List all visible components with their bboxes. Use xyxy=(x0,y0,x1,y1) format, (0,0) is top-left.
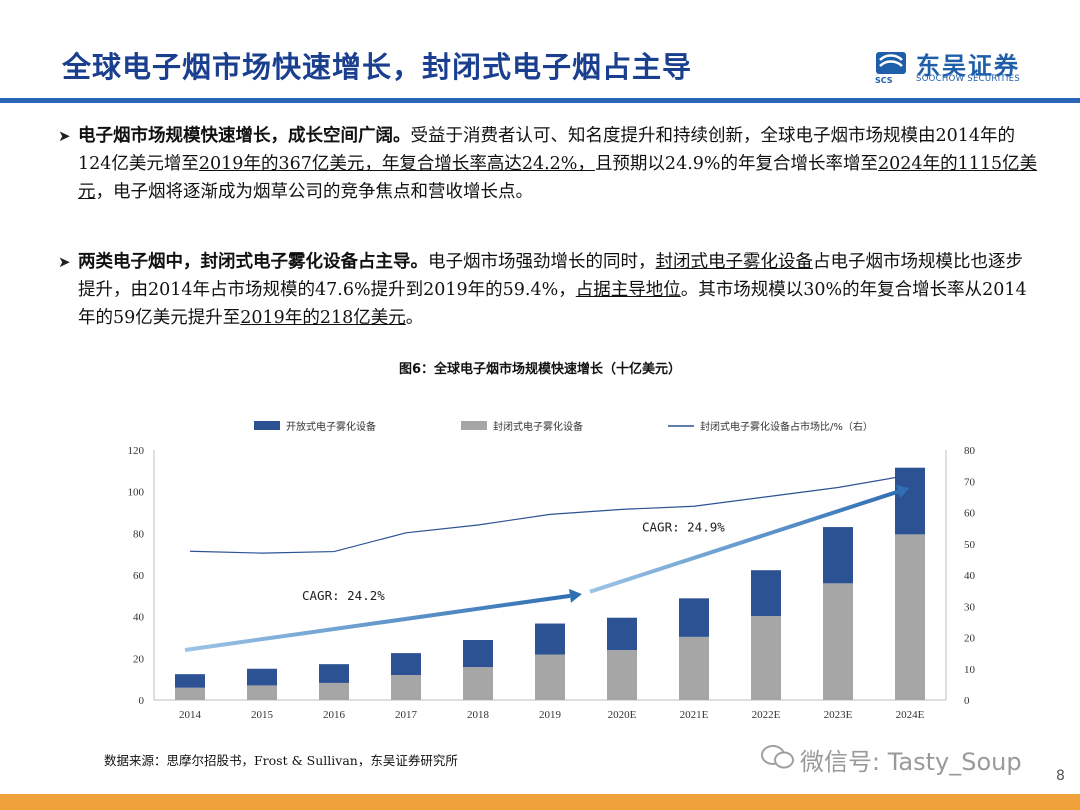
bar-closed xyxy=(535,654,565,700)
x-tick-label: 2023E xyxy=(824,709,853,721)
legend-swatch xyxy=(254,421,280,430)
x-tick-label: 2017 xyxy=(395,709,418,721)
x-tick-label: 2022E xyxy=(752,709,781,721)
bar-closed xyxy=(319,682,349,700)
legend-swatch xyxy=(461,421,487,430)
para1-text-2: 且预期以24.9%的年复合增长率增至 xyxy=(594,154,879,174)
x-tick-label: 2021E xyxy=(680,709,709,721)
cagr-arrow xyxy=(589,489,899,594)
y-right-tick-label: 70 xyxy=(964,476,976,488)
bar-closed xyxy=(751,616,781,700)
para2-text-3: 。其市场规模以30%的年复合增长率从2014年的59亿美元提升至 xyxy=(78,280,1027,328)
x-tick-label: 2016 xyxy=(323,709,346,721)
y-right-tick-label: 0 xyxy=(964,695,970,707)
bar-open xyxy=(895,467,925,535)
bar-closed xyxy=(175,687,205,700)
x-tick-label: 2020E xyxy=(608,709,637,721)
para1-text-3: ，电子烟将逐渐成为烟草公司的竞争焦点和营收增长点。 xyxy=(95,182,534,202)
legend-label: 开放式电子雾化设备 xyxy=(286,420,376,433)
bar-closed xyxy=(895,534,925,700)
y-left-tick-label: 80 xyxy=(133,528,145,540)
y-right-tick-label: 30 xyxy=(964,601,976,613)
y-left-tick-label: 120 xyxy=(128,445,145,457)
y-left-tick-label: 60 xyxy=(133,570,145,582)
bar-open xyxy=(463,640,493,668)
bullet-arrow-icon: ➤ xyxy=(58,127,71,145)
y-right-tick-label: 60 xyxy=(964,508,976,520)
para1-text-1: 受益于消费者认可、知名度提升和持续创新，全球电子烟市场规模由2014年的124亿… xyxy=(78,126,1016,174)
y-right-tick-label: 50 xyxy=(964,539,976,551)
bar-closed xyxy=(247,685,277,700)
x-tick-label: 2015 xyxy=(251,709,274,721)
x-tick-label: 2014 xyxy=(179,709,202,721)
bar-closed xyxy=(607,650,637,700)
y-left-tick-label: 0 xyxy=(139,695,145,707)
cagr-arrow-head xyxy=(569,588,582,603)
para2-text-2: 占电子烟市场规模比也逐步提升，由2014年占市场规模的47.6%提升到2019年… xyxy=(78,252,1023,300)
bar-open xyxy=(607,617,637,650)
market-size-chart: 0 20 40 60 80 100 120 0 10 20 30 40 50 60 70 80 2014 2015… xyxy=(128,420,976,721)
cagr-label: CAGR: 24.9% xyxy=(642,519,725,534)
bullet-paragraph-1: ➤ 电子烟市场规模快速增长，成长空间广阔。受益于消费者认可、知名度提升和持续创新… xyxy=(58,122,1038,206)
y-right-tick-label: 40 xyxy=(964,570,976,582)
bullet-arrow-icon: ➤ xyxy=(58,253,71,271)
logo-mark-text: SCS xyxy=(875,76,893,85)
bar-open xyxy=(751,570,781,617)
x-tick-label: 2018 xyxy=(467,709,490,721)
page-title: 全球电子烟市场快速增长，封闭式电子烟占主导 xyxy=(62,50,693,84)
y-left-tick-label: 100 xyxy=(128,487,145,499)
closed-share-line xyxy=(189,474,911,554)
para1-underline-2: 2024年的1115亿美元 xyxy=(78,154,1038,202)
y-right-tick-label: 20 xyxy=(964,633,976,645)
x-tick-label: 2024E xyxy=(896,709,925,721)
y-right-tick-label: 10 xyxy=(964,664,976,676)
bar-closed xyxy=(679,636,709,700)
y-left-tick-label: 40 xyxy=(133,612,145,624)
para1-underline-1: 2019年的367亿美元，年复合增长率高达24.2%， xyxy=(198,154,595,174)
bar-open xyxy=(679,598,709,637)
page-number: 8 xyxy=(1056,768,1065,784)
bar-open xyxy=(823,527,853,584)
soochow-logo-icon xyxy=(876,52,906,74)
company-logo: SCS 东吴证券 SOOCHOW SECURITIES xyxy=(874,50,1034,90)
wechat-icon xyxy=(761,745,794,769)
bullet-paragraph-2: ➤ 两类电子烟中，封闭式电子雾化设备占主导。电子烟市场强劲增长的同时，封闭式电子… xyxy=(58,248,1038,332)
figure-title: 图6：全球电子烟市场规模快速增长（十亿美元） xyxy=(398,362,682,377)
legend-label: 封闭式电子雾化设备 xyxy=(493,420,583,433)
bar-closed xyxy=(463,667,493,700)
para2-text-1: 电子烟市场强劲增长的同时， xyxy=(428,252,656,272)
header-divider xyxy=(0,98,1080,103)
legend-label: 封闭式电子雾化设备占市场比/%（右） xyxy=(700,420,873,433)
cagr-arrow xyxy=(184,593,571,652)
bar-open xyxy=(319,664,349,683)
cagr-label: CAGR: 24.2% xyxy=(302,588,385,603)
bar-open xyxy=(175,674,205,688)
footer-bar xyxy=(0,794,1080,810)
para2-heading: 两类电子烟中，封闭式电子雾化设备占主导。 xyxy=(78,252,428,272)
y-left-tick-label: 20 xyxy=(133,653,145,665)
x-tick-label: 2019 xyxy=(539,709,562,721)
bar-open xyxy=(535,623,565,655)
watermark: 微信号: Tasty_Soup xyxy=(800,748,1022,776)
logo-en: SOOCHOW SECURITIES xyxy=(916,74,1021,84)
para2-text-4: 。 xyxy=(405,308,424,328)
bar-closed xyxy=(823,583,853,700)
logo-cn: 东吴证券 xyxy=(916,52,1020,80)
y-right-tick-label: 80 xyxy=(964,445,976,457)
cagr-arrow-head xyxy=(895,485,910,499)
para2-underline-1: 封闭式电子雾化设备 xyxy=(655,252,814,272)
bar-open xyxy=(247,668,277,686)
para2-underline-2: 占据主导地位 xyxy=(575,280,681,300)
para2-underline-3: 2019年的218亿美元 xyxy=(240,308,406,328)
bar-closed xyxy=(391,675,421,700)
data-source: 数据来源：思摩尔招股书，Frost & Sullivan，东吴证券研究所 xyxy=(104,753,458,768)
para1-heading: 电子烟市场规模快速增长，成长空间广阔。 xyxy=(78,126,411,146)
bar-open xyxy=(391,653,421,675)
